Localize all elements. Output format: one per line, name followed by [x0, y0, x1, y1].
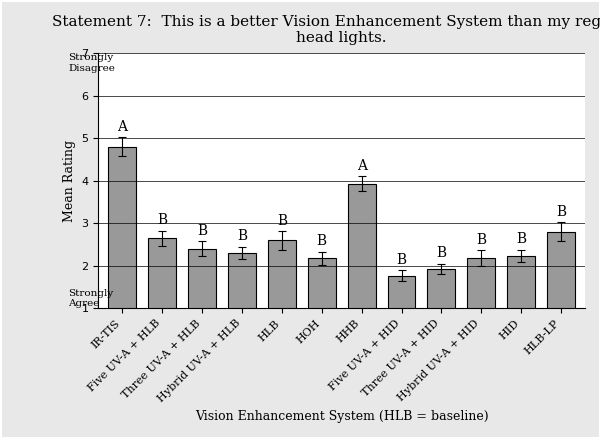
Bar	[188, 249, 216, 351]
X-axis label: Vision Enhancement System (HLB = baseline): Vision Enhancement System (HLB = baselin…	[195, 410, 488, 423]
Bar	[228, 253, 256, 351]
Y-axis label: Mean Rating: Mean Rating	[63, 140, 76, 222]
Text: A: A	[356, 159, 367, 173]
Bar	[347, 184, 376, 351]
Text: A: A	[118, 120, 127, 134]
Bar	[467, 258, 495, 351]
Text: Strongly
Agree: Strongly Agree	[68, 289, 114, 308]
Bar	[547, 232, 575, 351]
Text: B: B	[277, 214, 287, 227]
Bar	[268, 240, 296, 351]
Text: B: B	[157, 213, 167, 227]
Bar	[109, 147, 136, 351]
Text: B: B	[397, 253, 407, 267]
Text: B: B	[556, 205, 566, 219]
Text: B: B	[197, 224, 207, 238]
Bar	[148, 238, 176, 351]
Bar	[308, 258, 336, 351]
Bar	[507, 256, 535, 351]
Text: Strongly
Disagree: Strongly Disagree	[68, 53, 115, 73]
Text: B: B	[237, 229, 247, 243]
Bar	[388, 276, 415, 351]
Text: B: B	[317, 234, 327, 248]
Text: B: B	[516, 232, 526, 246]
Text: B: B	[436, 246, 446, 260]
Title: Statement 7:  This is a better Vision Enhancement System than my regular
head li: Statement 7: This is a better Vision Enh…	[52, 15, 600, 45]
Text: B: B	[476, 233, 487, 247]
Bar	[427, 269, 455, 351]
